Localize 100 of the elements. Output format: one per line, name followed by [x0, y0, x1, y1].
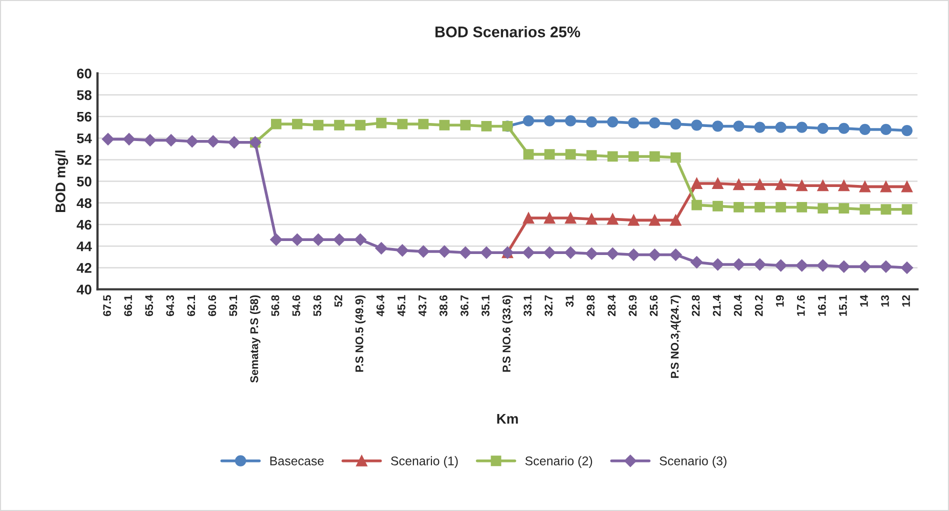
point [333, 234, 346, 246]
point [544, 212, 556, 224]
x-tick-label: 65.4 [145, 294, 154, 316]
x-tick-label: 17.6 [796, 295, 805, 316]
point [775, 178, 786, 190]
x-tick-label: 38.6 [440, 295, 448, 316]
point [417, 245, 430, 258]
x-tick-label: 35.1 [482, 295, 490, 316]
x-tick-label: 33.1 [524, 295, 532, 316]
point [396, 244, 408, 257]
point [438, 245, 451, 258]
point [544, 149, 555, 160]
x-tick-label: Sematay P.S (58) [250, 295, 260, 383]
point [733, 178, 744, 190]
x-tick-label: 15.1 [839, 295, 847, 316]
x-tick-label: P.S NO.3,4(24.7) [670, 295, 681, 378]
point [292, 118, 302, 130]
point [649, 117, 660, 129]
legend-label: Basecase [270, 456, 324, 466]
point [439, 120, 450, 130]
x-tick-label: 59.1 [229, 295, 238, 316]
point [796, 202, 808, 212]
point [565, 149, 576, 160]
x-tick-label: 29.8 [586, 295, 595, 316]
point [880, 124, 892, 136]
point [270, 234, 282, 246]
point [586, 150, 597, 161]
point [586, 116, 598, 128]
point [712, 120, 724, 132]
point [586, 214, 598, 225]
x-tick-label: 16.1 [818, 295, 826, 316]
y-tick-label: 48 [76, 198, 92, 208]
point [628, 117, 640, 129]
x-tick-label: 56.8 [271, 295, 280, 316]
point [816, 259, 829, 272]
point [606, 248, 619, 260]
x-tick-label: 19 [776, 295, 784, 307]
point [628, 214, 640, 226]
x-tick-label: 46.4 [376, 294, 384, 316]
point [754, 178, 766, 190]
point [459, 246, 472, 259]
point [838, 122, 850, 134]
point [776, 202, 786, 212]
y-tick-label: 60 [77, 68, 92, 78]
x-axis-title: Km [497, 414, 518, 424]
point [354, 234, 366, 246]
point [691, 120, 702, 131]
point [102, 133, 114, 146]
point [628, 151, 639, 162]
point [648, 248, 661, 261]
point [480, 246, 493, 259]
point [670, 248, 682, 261]
legend-label: Scenario (3) [660, 456, 726, 468]
point [859, 124, 870, 136]
x-tick-label: 14 [860, 294, 868, 307]
point [543, 246, 556, 259]
x-tick-label: 62.1 [187, 295, 196, 316]
point [733, 120, 744, 132]
point [818, 203, 828, 214]
point [860, 204, 870, 215]
x-tick-label: 36.7 [460, 295, 468, 316]
point [607, 116, 618, 128]
point [691, 178, 702, 190]
chart-title: BOD Scenarios 25% [436, 26, 580, 38]
point [207, 135, 220, 148]
y-tick-label: 52 [76, 155, 92, 165]
x-tick-label: 28.4 [608, 294, 616, 316]
legend-label: Scenario (2) [525, 456, 592, 468]
point [775, 122, 786, 133]
point [522, 115, 534, 126]
x-tick-label: 43.7 [418, 295, 426, 316]
x-tick-label: 60.6 [208, 295, 216, 316]
x-tick-label: P.S NO.6 (33.6) [502, 295, 513, 372]
point [734, 202, 744, 212]
point [564, 246, 577, 259]
point [858, 260, 872, 273]
point [838, 180, 850, 192]
point [901, 181, 913, 192]
y-tick-label: 50 [76, 176, 92, 186]
point [754, 122, 766, 133]
y-tick-label: 44 [76, 242, 92, 252]
y-tick-label: 56 [76, 112, 92, 122]
point [796, 180, 808, 192]
x-tick-label: 21.4 [712, 294, 721, 316]
point [692, 200, 702, 210]
y-axis-title: BOD mg/l [55, 150, 68, 212]
point [628, 248, 640, 261]
x-tick-label: 53.6 [313, 295, 322, 316]
point [880, 181, 892, 192]
point [228, 136, 240, 149]
x-tick-label: 45.1 [398, 295, 406, 316]
x-tick-label: 20.4 [734, 294, 742, 316]
point [754, 258, 766, 271]
point [355, 120, 366, 130]
point [900, 262, 914, 274]
x-tick-label: 20.2 [754, 295, 763, 316]
point [859, 181, 870, 192]
point [817, 122, 828, 134]
y-tick-label: 40 [76, 284, 92, 294]
point [186, 135, 198, 148]
